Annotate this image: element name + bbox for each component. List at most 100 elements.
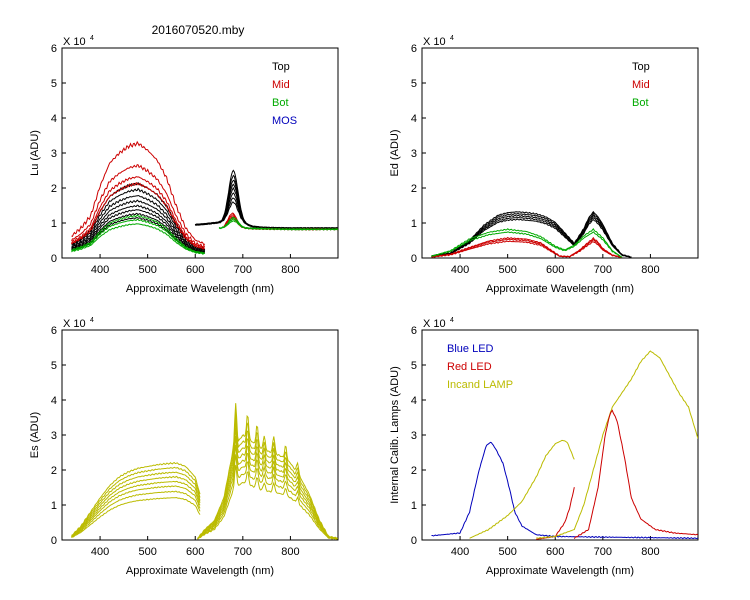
exponent-power: 4	[450, 35, 454, 42]
y-tick-label: 5	[411, 360, 417, 372]
exponent-power: 4	[450, 317, 454, 324]
x-tick-label: 800	[281, 264, 299, 276]
legend-entry: Bot	[272, 97, 289, 109]
legend-entry: Top	[632, 61, 650, 73]
y-tick-label: 5	[411, 78, 417, 90]
series-line	[71, 496, 201, 538]
series-line	[71, 181, 206, 251]
x-tick-label: 700	[234, 546, 252, 558]
y-tick-label: 3	[51, 148, 57, 160]
plot-area-frame	[61, 329, 339, 541]
series-line	[71, 485, 201, 538]
series-line	[431, 240, 623, 258]
x-axis-label: Approximate Wavelength (nm)	[126, 565, 274, 577]
series-group	[71, 403, 338, 540]
plot-area-frame	[421, 47, 699, 259]
series-line	[431, 231, 623, 258]
exponent-label: X 10	[63, 318, 86, 330]
series-group	[431, 350, 698, 540]
x-tick-label: 500	[498, 264, 516, 276]
y-tick-label: 2	[51, 183, 57, 195]
series-line	[197, 454, 338, 540]
x-tick-label: 700	[594, 546, 612, 558]
series-line	[71, 187, 205, 251]
series-line	[71, 164, 206, 248]
y-tick-label: 6	[51, 43, 57, 55]
x-axis-label: Approximate Wavelength (nm)	[486, 565, 634, 577]
series-line	[71, 204, 205, 253]
x-axis-label: Approximate Wavelength (nm)	[126, 283, 274, 295]
series-line	[197, 403, 338, 539]
y-tick-label: 4	[411, 113, 417, 125]
x-axis-label: Approximate Wavelength (nm)	[486, 283, 634, 295]
legend-entry: Mid	[272, 79, 290, 91]
x-tick-label: 700	[594, 264, 612, 276]
x-tick-label: 800	[641, 546, 659, 558]
exponent-power: 4	[90, 317, 94, 324]
series-line	[431, 227, 623, 258]
y-tick-label: 0	[411, 535, 417, 547]
y-tick-label: 1	[411, 218, 417, 230]
x-tick-label: 800	[281, 546, 299, 558]
series-line	[469, 439, 575, 539]
y-tick-label: 2	[51, 465, 57, 477]
series-line	[71, 176, 205, 250]
series-line	[71, 181, 205, 250]
panel-ed: 0 1 2 3 4 5 6 400 500 600 700 800 X 10 4 Approximate W…	[389, 35, 699, 295]
series-line	[71, 471, 201, 538]
panel-lamps: 0 1 2 3 4 5 6 400 500 600 700 800 X 10 4 Approximate W…	[389, 317, 699, 577]
x-tick-label: 500	[138, 264, 156, 276]
y-tick-label: 5	[51, 360, 57, 372]
legend-entry: Incand LAMP	[447, 379, 513, 391]
x-tick-label: 600	[186, 546, 204, 558]
y-axis-label: Internal Calib. Lamps (ADU)	[389, 366, 401, 504]
series-line	[71, 475, 201, 537]
series-line	[197, 464, 338, 540]
y-tick-label: 4	[51, 395, 57, 407]
series-line	[71, 462, 201, 536]
panel-es: 0 1 2 3 4 5 6 400 500 600 700 800 X 10 4 Approximate W…	[29, 317, 339, 577]
y-axis-label: Lu (ADU)	[29, 130, 41, 176]
y-tick-label: 2	[411, 465, 417, 477]
legend-entry: MOS	[272, 115, 297, 127]
series-line	[573, 409, 698, 539]
series-line	[71, 466, 201, 537]
series-line	[197, 411, 338, 540]
y-tick-label: 3	[51, 430, 57, 442]
series-line	[197, 436, 338, 540]
series-line	[218, 216, 338, 231]
x-tick-label: 400	[91, 264, 109, 276]
y-tick-label: 3	[411, 148, 417, 160]
y-tick-label: 0	[411, 253, 417, 265]
series-line	[71, 223, 205, 255]
x-tick-label: 400	[451, 546, 469, 558]
series-line	[71, 480, 201, 538]
x-tick-label: 800	[641, 264, 659, 276]
y-tick-label: 0	[51, 535, 57, 547]
exponent-label: X 10	[63, 36, 86, 48]
y-tick-label: 0	[51, 253, 57, 265]
series-line	[431, 441, 698, 540]
legend-entry: Top	[272, 61, 290, 73]
legend-entry: Bot	[632, 97, 649, 109]
y-tick-label: 2	[411, 183, 417, 195]
exponent-power: 4	[90, 35, 94, 42]
x-tick-label: 700	[234, 264, 252, 276]
series-group	[431, 210, 632, 258]
panel-lu: 0 1 2 3 4 5 6 400 500 600 700 800 X 10 4 Approximate W…	[29, 35, 339, 295]
y-axis-label: Ed (ADU)	[389, 129, 401, 176]
y-tick-label: 6	[411, 43, 417, 55]
series-line	[536, 350, 698, 539]
x-tick-label: 600	[546, 546, 564, 558]
y-tick-label: 1	[51, 500, 57, 512]
x-tick-label: 400	[91, 546, 109, 558]
series-line	[71, 140, 206, 246]
y-tick-label: 4	[51, 113, 57, 125]
y-tick-label: 1	[51, 218, 57, 230]
exponent-label: X 10	[423, 36, 446, 48]
x-tick-label: 500	[138, 546, 156, 558]
x-tick-label: 600	[546, 264, 564, 276]
legend-entry: Blue LED	[447, 343, 494, 355]
y-tick-label: 3	[411, 430, 417, 442]
